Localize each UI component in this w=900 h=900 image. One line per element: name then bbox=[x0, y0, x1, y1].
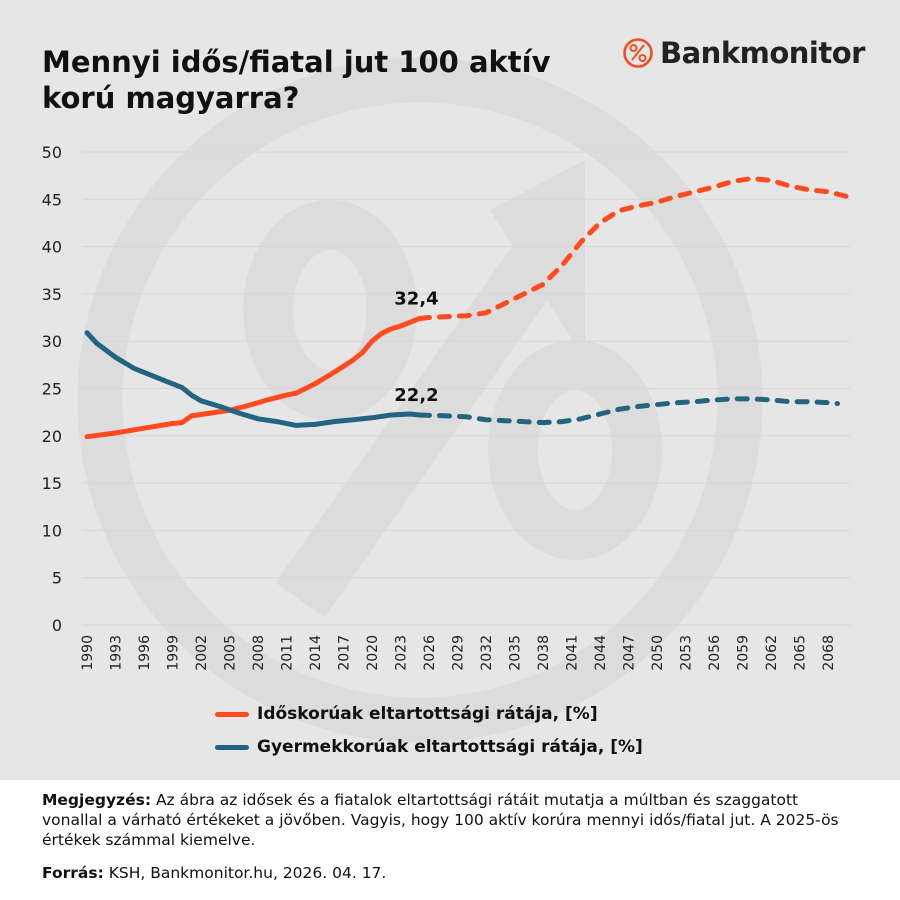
line-children-historical bbox=[84, 330, 422, 428]
x-tick-label: 1990 bbox=[80, 635, 96, 671]
x-tick-label: 2065 bbox=[793, 635, 809, 671]
x-tick-label: 2029 bbox=[451, 635, 467, 671]
x-tick-label: 2005 bbox=[223, 635, 239, 671]
x-tick-label: 1993 bbox=[109, 635, 125, 671]
x-tick-label: 2023 bbox=[394, 635, 410, 671]
x-tick-label: 2014 bbox=[308, 635, 324, 671]
line-elderly-projection bbox=[417, 175, 850, 321]
percent-logo-icon bbox=[623, 38, 653, 68]
x-tick-label: 2032 bbox=[479, 635, 495, 671]
y-tick-label: 15 bbox=[42, 474, 62, 493]
note-text: Az ábra az idősek és a fiatalok eltartot… bbox=[42, 791, 839, 849]
x-tick-label: 2008 bbox=[251, 635, 267, 671]
x-tick-label: 2020 bbox=[365, 635, 381, 671]
bankmonitor-logo: Bankmonitor bbox=[622, 36, 865, 70]
x-tick-label: 1999 bbox=[166, 635, 182, 671]
y-tick-label: 45 bbox=[42, 190, 62, 209]
line-elderly-historical bbox=[84, 316, 422, 440]
line-children-projection bbox=[417, 396, 840, 426]
data-label-elderly: 32,4 bbox=[394, 288, 438, 309]
y-tick-label: 35 bbox=[42, 285, 62, 304]
source: Forrás: KSH, Bankmonitor.hu, 2026. 04. 1… bbox=[42, 864, 386, 882]
x-tick-label: 2002 bbox=[194, 635, 210, 671]
y-tick-label: 40 bbox=[42, 238, 62, 257]
x-tick-label: 2044 bbox=[593, 635, 609, 671]
page-title: Mennyi idős/fiatal jut 100 aktív korú ma… bbox=[42, 45, 551, 115]
x-tick-label: 2047 bbox=[622, 635, 638, 671]
y-tick-label: 5 bbox=[52, 569, 62, 588]
chart: 0 5 10 15 20 25 30 35 40 45 50 1990 1993 1996 1999 200… bbox=[41, 143, 850, 671]
note-label: Megjegyzés: bbox=[42, 791, 152, 809]
legend-swatch-children bbox=[215, 744, 249, 750]
x-tick-label: 2053 bbox=[679, 635, 695, 671]
legend-swatch-elderly bbox=[215, 711, 249, 717]
data-label-children: 22,2 bbox=[394, 385, 438, 406]
y-tick-label: 25 bbox=[42, 380, 62, 399]
x-tick-label: 2062 bbox=[764, 635, 780, 671]
legend-item-children: Gyermekkorúak eltartottsági rátája, [%] bbox=[215, 737, 643, 757]
x-tick-label: 2056 bbox=[707, 635, 723, 671]
legend-item-elderly: Időskorúak eltartottsági rátája, [%] bbox=[215, 704, 598, 724]
x-tick-label: 1996 bbox=[137, 635, 153, 671]
x-tick-label: 2035 bbox=[508, 635, 524, 671]
x-tick-label: 2038 bbox=[536, 635, 552, 671]
source-text: KSH, Bankmonitor.hu, 2026. 04. 17. bbox=[108, 864, 387, 882]
legend-label-children: Gyermekkorúak eltartottsági rátája, [%] bbox=[257, 737, 643, 757]
source-label: Forrás: bbox=[42, 864, 104, 882]
x-tick-label: 2068 bbox=[821, 635, 837, 671]
y-tick-label: 30 bbox=[42, 332, 62, 351]
note: Megjegyzés: Az ábra az idősek és a fiata… bbox=[42, 790, 862, 850]
x-tick-label: 2041 bbox=[565, 635, 581, 671]
x-tick-label: 2026 bbox=[422, 635, 438, 671]
legend-label-elderly: Időskorúak eltartottsági rátája, [%] bbox=[257, 704, 598, 724]
y-tick-label: 10 bbox=[42, 521, 62, 540]
y-tick-label: 0 bbox=[52, 616, 62, 635]
logo-text: Bankmonitor bbox=[660, 36, 865, 70]
y-tick-label: 50 bbox=[42, 143, 62, 162]
x-tick-label: 2059 bbox=[736, 635, 752, 671]
x-tick-label: 2050 bbox=[650, 635, 666, 671]
x-tick-label: 2017 bbox=[337, 635, 353, 671]
x-tick-label: 2011 bbox=[280, 635, 296, 671]
y-tick-label: 20 bbox=[42, 427, 62, 446]
